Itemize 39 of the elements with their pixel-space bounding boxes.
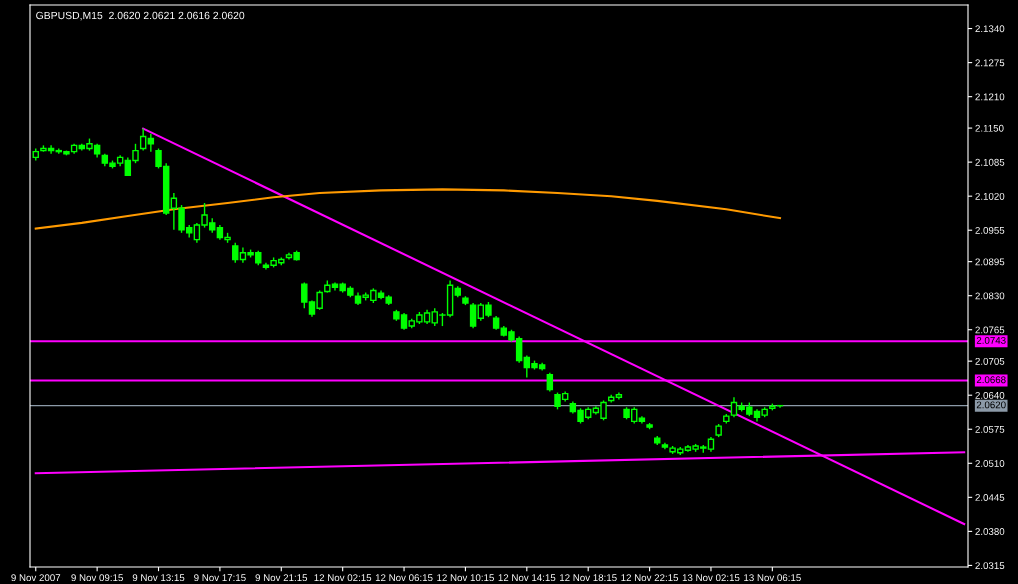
y-tick-label: 2.0765	[975, 326, 1005, 334]
y-tick-label: 2.1275	[975, 59, 1005, 67]
x-tick-label: 12 Nov 18:15	[560, 574, 617, 582]
x-tick-label: 13 Nov 02:15	[682, 574, 740, 582]
x-tick-label: 12 Nov 02:15	[314, 574, 372, 582]
x-tick-label: 13 Nov 06:15	[744, 574, 801, 582]
ref-line-label: 2.0620	[976, 401, 1006, 409]
x-tick-label: 12 Nov 06:15	[375, 574, 433, 582]
x-tick-label: 12 Nov 10:15	[437, 574, 494, 582]
y-tick-label: 2.0380	[975, 528, 1005, 535]
x-tick-label: 9 Nov 13:15	[132, 574, 185, 582]
x-tick-label: 9 Nov 2007	[11, 574, 61, 582]
ref-line-label: 2.0743	[976, 336, 1006, 344]
candlestick	[232, 242, 239, 264]
y-tick-label: 2.0705	[975, 357, 1005, 365]
y-tick-label: 2.1085	[975, 158, 1005, 166]
y-tick-label: 2.1210	[975, 93, 1005, 101]
candlestick	[139, 127, 147, 152]
text: GBPUSD,M15 2.0620 2.0621 2.0616 2.0620	[36, 11, 245, 21]
candlestick	[546, 371, 554, 393]
y-tick-label: 2.0445	[975, 494, 1005, 501]
x-tick-label: 12 Nov 22:15	[621, 574, 679, 582]
ref-line-label: 2.0668	[976, 376, 1006, 384]
line-series	[34, 188, 782, 230]
y-tick-label: 2.1020	[975, 192, 1005, 200]
y-tick-label: 2.0955	[975, 226, 1005, 234]
y-tick-label: 2.0575	[975, 425, 1005, 433]
y-tick-label: 2.0830	[975, 292, 1005, 300]
y-tick-label: 2.1150	[975, 124, 1004, 132]
x-tick-label: 9 Nov 09:15	[71, 574, 123, 582]
x-tick-label: 9 Nov 17:15	[194, 574, 246, 582]
y-tick-label: 2.0895	[975, 258, 1005, 266]
y-tick-label: 2.0510	[975, 460, 1005, 467]
y-tick-label: 2.0315	[975, 562, 1005, 570]
y-tick-label: 2.1340	[975, 25, 1005, 33]
x-tick-label: 12 Nov 14:15	[498, 574, 556, 582]
candlestick	[469, 302, 477, 329]
x-tick-label: 9 Nov 21:15	[255, 574, 308, 582]
y-tick-label: 2.0640	[975, 391, 1005, 399]
